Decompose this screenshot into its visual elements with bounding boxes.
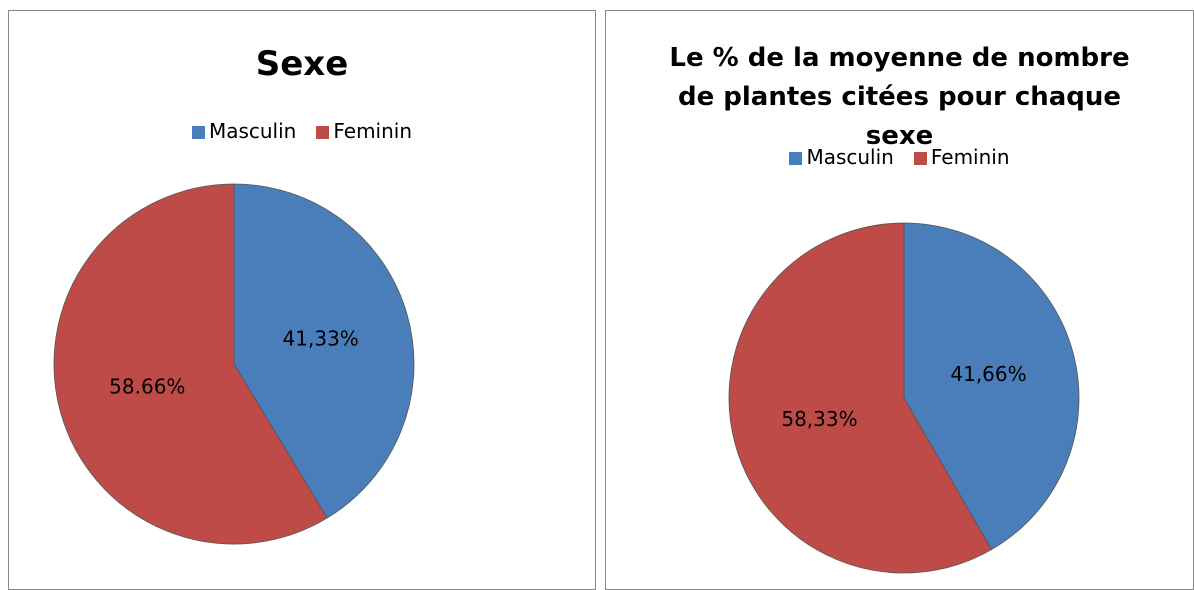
legend-entry: Masculin [789,145,894,169]
legend-label: Masculin [208,119,297,143]
legend-label: Masculin [806,145,894,169]
chart-panel: 41,66% 58,33% Le % de la moyenne de nombre… [605,10,1194,590]
legend-swatch [789,152,803,165]
pie-chart: 41,66% 58,33% [728,222,1080,574]
page: {"chart_data": [ {"type": "pie", "title"… [8,10,1194,590]
legend-label: Feminin [333,119,413,143]
legend-swatch [913,152,927,165]
pie-slice [233,183,415,519]
pie-slice [728,222,993,574]
data-label: 41,66% [950,362,1026,386]
legend-entry: Masculin [191,119,297,143]
legend-swatch [191,126,205,139]
legend: Masculin Feminin [9,119,595,143]
chart-panel: 41,33% 58.66% Sexe Masculin Feminin [8,10,596,590]
legend-label: Feminin [930,145,1010,169]
legend: Masculin Feminin [606,145,1193,169]
legend-entry: Feminin [316,119,412,143]
pie-slice [53,183,328,545]
data-label: 58,33% [781,407,857,431]
data-label: 58.66% [109,375,185,399]
chart-title: Sexe [255,44,349,84]
chart-title: Le % de la moyenne de nombre de plantes … [669,43,1130,151]
legend-swatch [316,126,330,139]
legend-entry: Feminin [913,145,1010,169]
pie-chart: 41,33% 58.66% [53,183,415,545]
pie-slice [903,222,1080,551]
data-label: 41,33% [283,326,359,350]
